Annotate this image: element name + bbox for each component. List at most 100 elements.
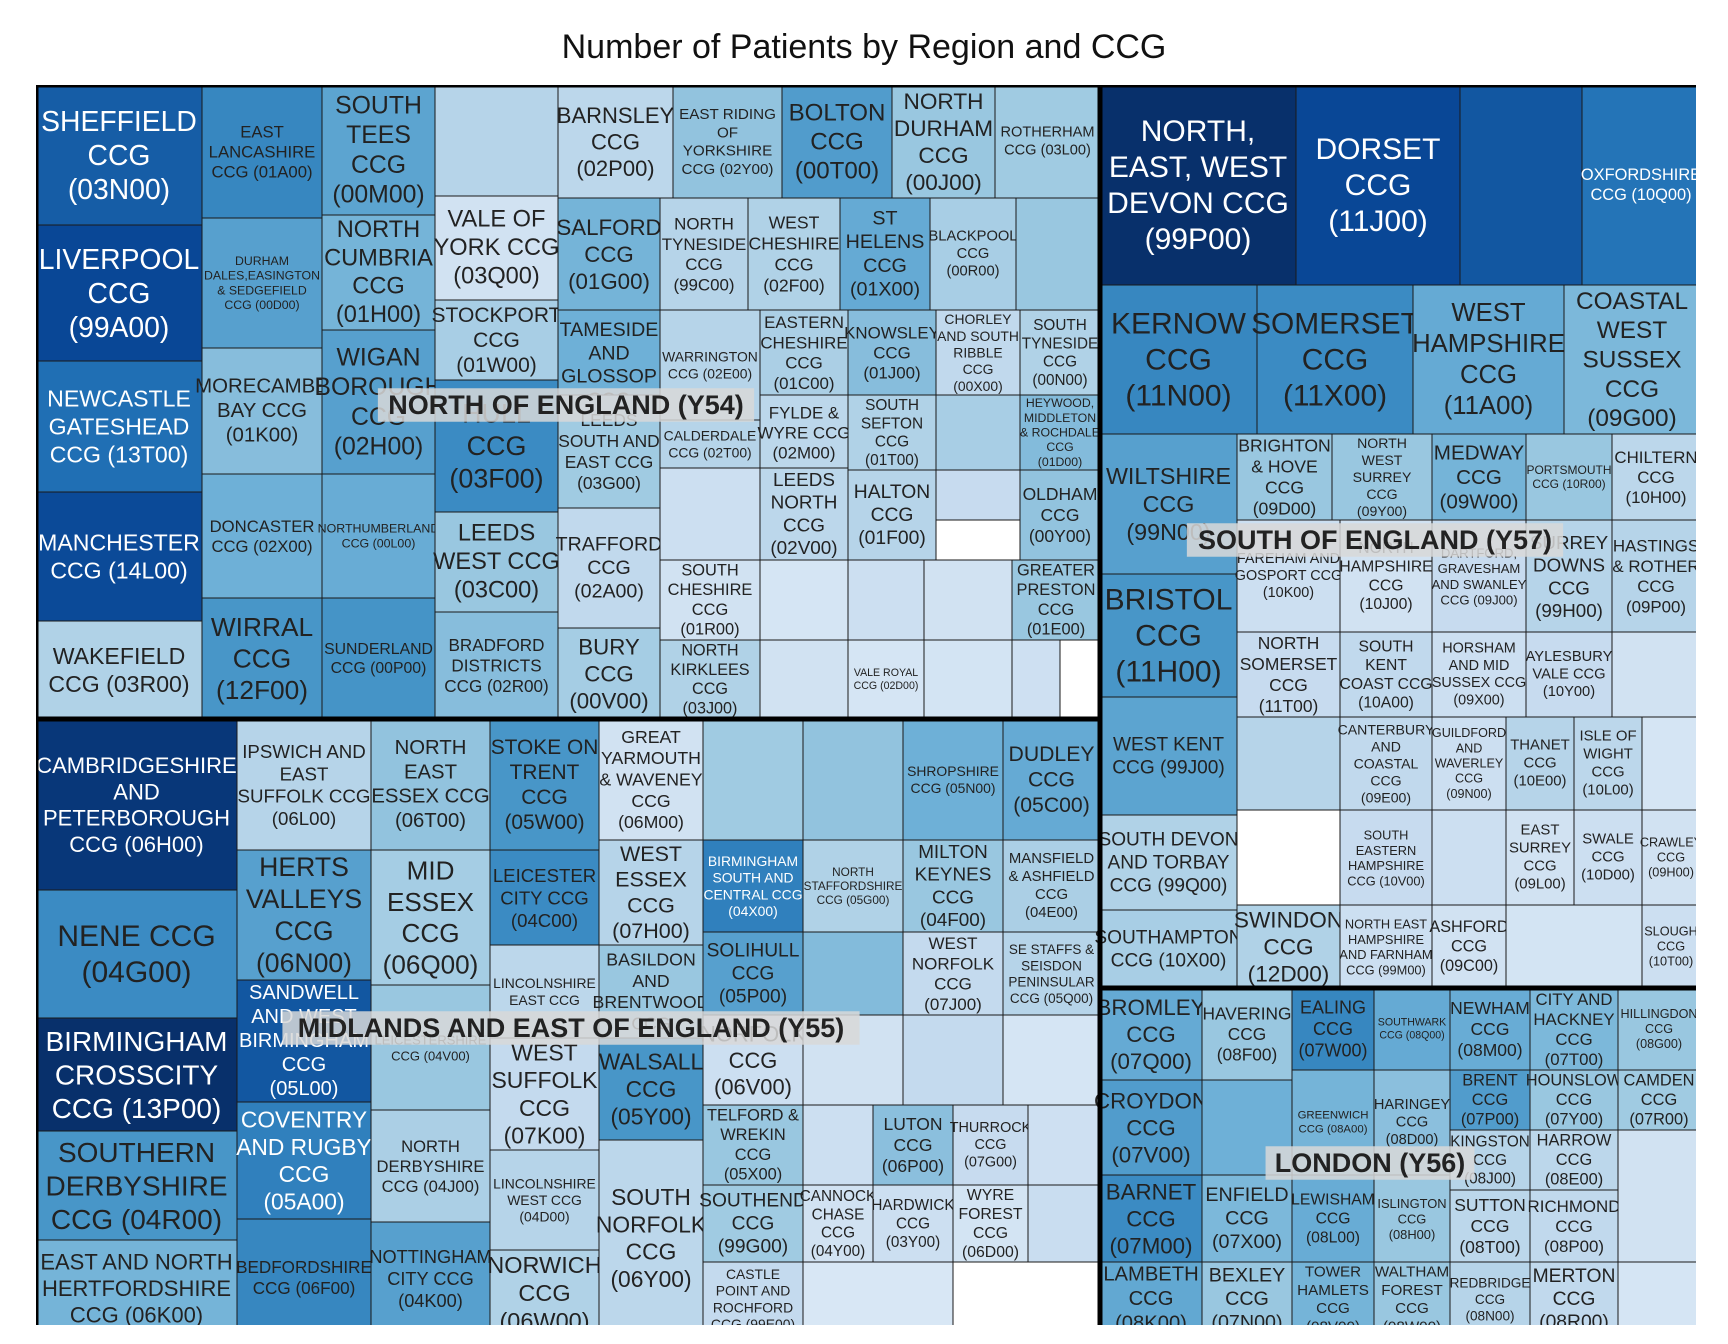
tile-label-line: AND	[632, 971, 669, 991]
tile-slough-ccg-10t00	[1641, 904, 1696, 989]
tile-label-line: (04D00)	[519, 1209, 569, 1225]
tile-label: BRISTOL CCG (11H00)	[1105, 583, 1233, 688]
tile-label-line: THANET	[1510, 738, 1570, 754]
chart-title: Number of Patients by Region and CCG	[561, 28, 1167, 66]
tile-label-line: AND	[113, 779, 159, 804]
tile-label: SOUTHEND CCG (99G00)	[699, 1190, 807, 1257]
tile-south-tees-ccg-00m00	[321, 85, 436, 216]
tile-label-line: CCG	[918, 143, 968, 168]
tile-label: CITY AND HACKNEY CCG (07T00)	[1533, 989, 1614, 1068]
tile-unlabeled	[1015, 197, 1101, 311]
tile-label-line: CCG	[1657, 940, 1685, 954]
region-label-background	[377, 388, 755, 422]
tile-somerset-ccg-11x00	[1256, 284, 1414, 435]
tile-calderdale-ccg-02t00	[659, 419, 761, 469]
tile-east-lancashire-ccg-01a00	[201, 85, 323, 219]
tile-label-line: MID	[407, 856, 455, 886]
tile-label: CROYDON CCG (07V00)	[1094, 1088, 1208, 1167]
tile-label-line: VALE OF	[448, 207, 546, 233]
tile-eastern-cheshire-ccg-01c00	[759, 309, 849, 396]
tile-label-line: WEST	[1362, 452, 1403, 468]
tile-label-line: (06L00)	[272, 808, 336, 829]
tile-label-line: (07G00)	[964, 1154, 1017, 1170]
tile-label-line: CCG	[873, 343, 911, 362]
tile-label: WIRRAL CCG (12F00)	[211, 612, 313, 705]
tile-label-line: (07P00)	[1461, 1111, 1519, 1129]
tile-unlabeled	[1459, 85, 1583, 286]
tile-label-line: CCG	[1345, 169, 1412, 202]
tile-label-line: SOUTH	[1359, 638, 1414, 655]
tile-label-line: CITY CCG	[500, 887, 589, 908]
tile-label-line: (02H00)	[334, 433, 424, 460]
tile-label-line: CCG	[1475, 1292, 1505, 1307]
tile-nottingham-city-ccg-04k00	[370, 1221, 491, 1325]
tile-south-cheshire-ccg-01r00	[659, 559, 761, 641]
tile-label-line: (04Y00)	[811, 1243, 865, 1260]
tile-label-line: ISLE OF	[1579, 729, 1636, 745]
tile-label: SHROPSHIRE CCG (05N00)	[907, 763, 999, 796]
tile-label-line: CASTLE	[726, 1266, 780, 1282]
tile-havering-ccg-08f00	[1201, 987, 1293, 1081]
tile-label-line: CCG (04J00)	[382, 1176, 480, 1195]
tile-label-line: (08G00)	[1636, 1037, 1682, 1051]
tile-label-line: SOUTHWARK	[1378, 1017, 1446, 1029]
tile-label-line: HARDWICK	[871, 1197, 955, 1214]
tile-label: BRADFORD DISTRICTS CCG (02R00)	[444, 635, 549, 695]
tile-label-line: SEFTON	[861, 415, 923, 432]
tile-label-line: DURHAM	[235, 254, 289, 268]
tile-label-line: CCG	[584, 242, 634, 267]
tile-label-line: CCG	[1313, 1019, 1353, 1039]
tile-label: COVENTRY AND RUGBY CCG (05A00)	[236, 1106, 372, 1214]
tile-label-line: (04G00)	[81, 956, 191, 989]
tile-label-line: HACKNEY	[1533, 1009, 1614, 1028]
tile-label-line: & SEDGEFIELD	[217, 283, 307, 297]
tile-unlabeled	[802, 1104, 874, 1186]
tile-label-line: CCG	[1145, 343, 1212, 376]
tile-unlabeled	[659, 467, 761, 561]
tile-label-line: (05L00)	[270, 1078, 339, 1100]
tile-unlabeled	[1617, 1129, 1696, 1263]
tile-label-line: CROSSCITY	[55, 1059, 219, 1090]
tile-unlabeled	[923, 559, 1013, 641]
tile-label-line: CCG	[1135, 619, 1202, 652]
tile-label-line: BROMLEY	[1096, 995, 1205, 1020]
tile-label-line: YORKSHIRE	[683, 142, 772, 159]
tile-south-eastern-hampshire-ccg-10v00	[1339, 809, 1433, 906]
tile-label-line: STOKE ON	[491, 735, 599, 758]
tile-label-line: NORTH	[681, 641, 738, 659]
tile-label-line: (01X00)	[850, 278, 920, 300]
tile-label-line: NORTH	[904, 88, 984, 113]
tile-label: LINCOLNSHIRE WEST CCG (04D00)	[493, 1175, 596, 1224]
tile-label-line: CCG (02T00)	[668, 444, 751, 460]
tile-label: SOLIHULL CCG (05P00)	[707, 940, 800, 1007]
tile-richmond-ccg-08p00	[1529, 1189, 1619, 1263]
tile-unlabeled	[1027, 1104, 1101, 1186]
tile-label-line: CCG	[1471, 1216, 1510, 1236]
tile-label-line: (11H00)	[1115, 655, 1221, 688]
tile-label-line: MILTON	[918, 842, 988, 863]
tile-label-line: AND MID	[1449, 658, 1510, 674]
tile-label-line: HAMPSHIRE	[1348, 858, 1424, 873]
tile-label-line: (01W00)	[456, 354, 537, 377]
tile-label-line: CCG	[810, 128, 864, 155]
tile-label-line: TAMESIDE	[560, 319, 659, 341]
tile-label: THURROCK CCG (07G00)	[950, 1120, 1032, 1171]
tile-city-and-hackney-ccg-07t00	[1529, 987, 1619, 1071]
tile-north-staffordshire-ccg-05g00	[802, 839, 904, 933]
tile-label-line: CCG	[626, 1076, 677, 1102]
tile-label-line: (07Q00)	[1110, 1048, 1192, 1073]
tile-label-line: CCG	[467, 431, 527, 461]
tile-label-line: CCG (14L00)	[50, 557, 187, 583]
tile-guildford-and-waverley-ccg-09n00	[1431, 716, 1507, 811]
tile-label-line: & ROCHDALE	[1020, 426, 1100, 440]
tile-label-line: CCG (99M00)	[1346, 962, 1426, 977]
tile-label-line: (10Y00)	[1543, 684, 1595, 700]
tile-label-line: BRENTWOOD	[593, 992, 710, 1012]
tile-label-line: (07T00)	[1545, 1050, 1604, 1069]
tile-label: HOUNSLOW CCG (07Y00)	[1526, 1071, 1623, 1128]
tile-label-line: CHORLEY	[944, 311, 1011, 327]
tile-label-line: (08H00)	[1389, 1227, 1436, 1242]
tile-label: CANTERBURY AND COASTAL CCG (09E00)	[1338, 722, 1435, 806]
tile-morecambe-bay-ccg-01k00	[201, 347, 323, 475]
tile-label-line: IPSWICH AND	[242, 740, 366, 761]
